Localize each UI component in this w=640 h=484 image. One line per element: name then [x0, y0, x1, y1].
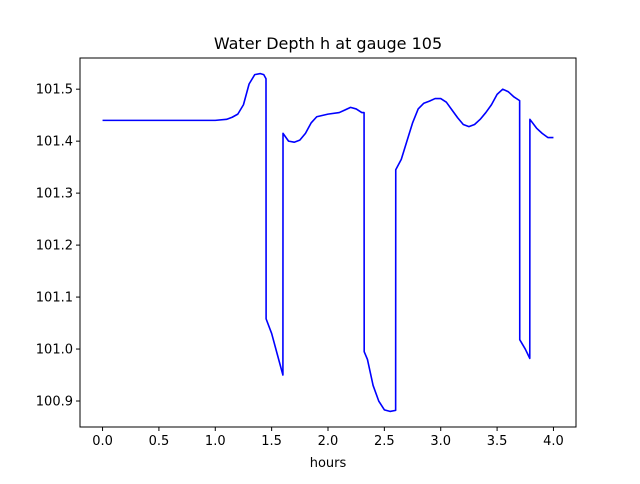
- x-axis-ticks: 0.0 0.5 1.0 1.5 2.0 2.5 3.0 3.5 4.0: [92, 427, 564, 449]
- plot-area: [102, 72, 554, 413]
- x-tick-label: 2.5: [374, 434, 395, 449]
- y-axis-ticks: 100.9 101.0 101.1 101.2 101.3 101.4 101.5: [36, 83, 80, 410]
- x-tick-label: 1.5: [261, 434, 282, 449]
- x-tick-label: 4.0: [543, 434, 564, 449]
- y-tick-label: 101.3: [36, 187, 73, 202]
- x-tick-label: 0.5: [149, 434, 170, 449]
- y-tick-label: 101.4: [36, 135, 73, 150]
- y-tick-label: 100.9: [36, 395, 73, 410]
- x-tick-label: 3.5: [487, 434, 508, 449]
- y-tick-label: 101.2: [36, 239, 73, 254]
- y-tick-label: 101.1: [36, 291, 73, 306]
- y-tick-label: 101.5: [36, 83, 73, 98]
- y-tick-label: 101.0: [36, 343, 73, 358]
- series-line-0: [102, 72, 554, 413]
- x-tick-label: 2.0: [318, 434, 339, 449]
- chart-title: Water Depth h at gauge 105: [214, 34, 442, 53]
- x-tick-label: 1.0: [205, 434, 226, 449]
- x-axis-label: hours: [310, 456, 347, 471]
- axes-frame: [79, 57, 577, 428]
- x-tick-label: 3.0: [430, 434, 451, 449]
- x-tick-label: 0.0: [92, 434, 113, 449]
